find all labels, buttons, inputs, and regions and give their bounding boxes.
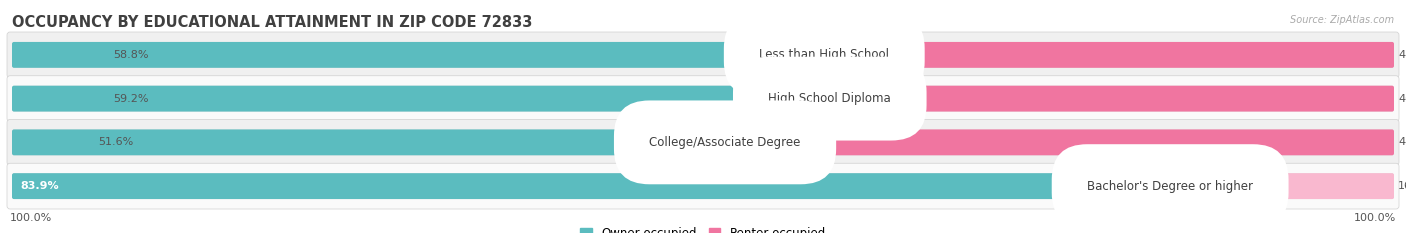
Legend: Owner-occupied, Renter-occupied: Owner-occupied, Renter-occupied [579, 227, 827, 233]
FancyBboxPatch shape [7, 120, 1399, 165]
Text: 58.8%: 58.8% [112, 50, 148, 60]
Text: High School Diploma: High School Diploma [769, 92, 891, 105]
Text: 83.9%: 83.9% [20, 181, 59, 191]
Text: 51.6%: 51.6% [98, 137, 134, 147]
Text: 41.2%: 41.2% [1398, 50, 1406, 60]
Text: Source: ZipAtlas.com: Source: ZipAtlas.com [1289, 15, 1393, 25]
FancyBboxPatch shape [13, 130, 727, 155]
Text: 16.1%: 16.1% [1398, 181, 1406, 191]
FancyBboxPatch shape [13, 86, 1393, 112]
Text: College/Associate Degree: College/Associate Degree [650, 136, 801, 149]
FancyBboxPatch shape [828, 86, 1393, 112]
Text: Less than High School: Less than High School [759, 48, 889, 61]
FancyBboxPatch shape [7, 163, 1399, 209]
FancyBboxPatch shape [1168, 173, 1393, 199]
FancyBboxPatch shape [13, 173, 1173, 199]
FancyBboxPatch shape [13, 42, 1393, 68]
FancyBboxPatch shape [823, 42, 1393, 68]
FancyBboxPatch shape [723, 130, 1393, 155]
FancyBboxPatch shape [7, 32, 1399, 78]
Text: 48.4%: 48.4% [1398, 137, 1406, 147]
FancyBboxPatch shape [13, 42, 827, 68]
Text: 40.8%: 40.8% [1398, 94, 1406, 104]
FancyBboxPatch shape [7, 76, 1399, 121]
Text: 100.0%: 100.0% [10, 213, 52, 223]
Text: OCCUPANCY BY EDUCATIONAL ATTAINMENT IN ZIP CODE 72833: OCCUPANCY BY EDUCATIONAL ATTAINMENT IN Z… [13, 15, 533, 30]
Text: 100.0%: 100.0% [1354, 213, 1396, 223]
Text: Bachelor's Degree or higher: Bachelor's Degree or higher [1087, 180, 1253, 193]
FancyBboxPatch shape [13, 86, 832, 112]
FancyBboxPatch shape [13, 173, 1393, 199]
FancyBboxPatch shape [13, 130, 1393, 155]
Text: 59.2%: 59.2% [114, 94, 149, 104]
